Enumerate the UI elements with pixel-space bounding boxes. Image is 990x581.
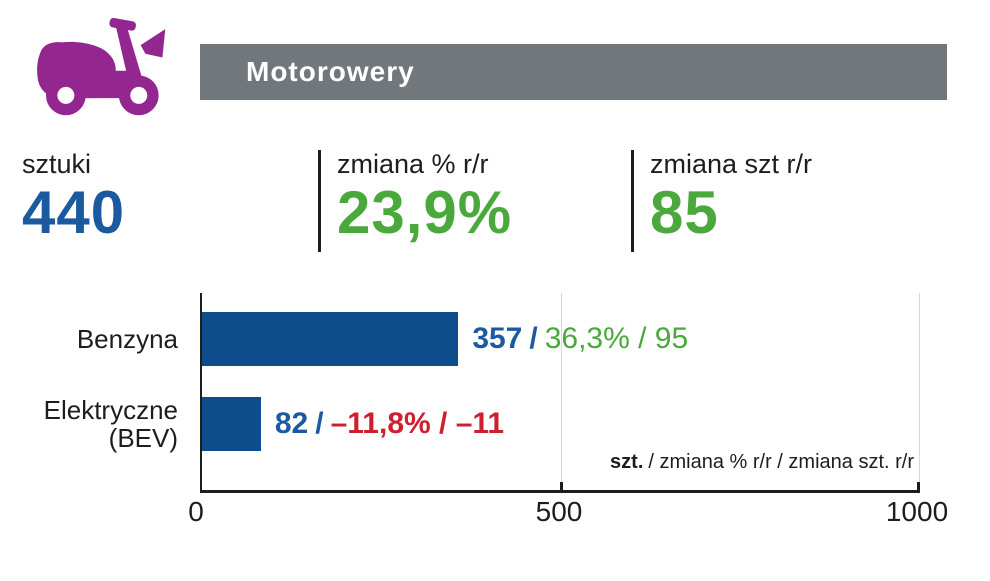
bar-benzyna [202, 312, 459, 366]
bar-row-elektryczne-bev: 82/–11,8% / –11 [202, 397, 920, 451]
bar-category-label-elektryczne-bev: Elektryczne (BEV) [43, 394, 178, 453]
x-tick-label-500: 500 [535, 496, 583, 527]
stat-change-units: zmiana szt r/r 85 [650, 146, 812, 244]
legend-note-rest: / zmiana % r/r / zmiana szt. r/r [648, 451, 914, 473]
change-values: 36,3% / 95 [544, 322, 689, 355]
gridline-1000 [919, 293, 920, 490]
stat-label: zmiana % r/r [337, 149, 489, 179]
x-tick-label-1000: 1000 [885, 496, 949, 527]
section-banner: Motorowery [200, 44, 947, 100]
gridline-500 [561, 293, 562, 490]
legend-note-units: szt. [610, 451, 644, 473]
stat-value: 23,9% [337, 179, 513, 246]
stat-total-units: sztuki 440 [22, 146, 125, 244]
units-value: 82 [274, 407, 309, 440]
section-title: Motorowery [246, 56, 415, 87]
scooter-icon [28, 12, 170, 120]
axis-tick-500 [560, 482, 563, 490]
bar-values-benzyna: 357/36,3% / 95 [472, 322, 688, 356]
bar-values-elektryczne-bev: 82/–11,8% / –11 [275, 407, 504, 441]
bar-row-benzyna: 357/36,3% / 95 [202, 312, 920, 366]
x-tick-label-0: 0 [188, 496, 204, 527]
stat-value: 440 [22, 179, 126, 246]
stat-divider [318, 150, 321, 252]
bar-elektryczne-bev [202, 397, 261, 451]
legend-note: szt. / zmiana % r/r / zmiana szt. r/r [610, 451, 914, 474]
stat-value: 85 [650, 179, 719, 246]
bar-chart-plot-area: 357/36,3% / 95 82/–11,8% / –11 szt. / zmi… [200, 293, 920, 493]
change-values: –11,8% / –11 [330, 407, 505, 440]
separator-slash: / [529, 322, 538, 355]
axis-tick-1000 [917, 482, 920, 490]
stat-label: sztuki [22, 149, 92, 179]
stat-divider [631, 150, 634, 252]
units-value: 357 [472, 322, 523, 355]
x-axis-labels: 0 500 1000 [188, 496, 948, 532]
separator-slash: / [315, 407, 324, 440]
stat-label: zmiana szt r/r [650, 149, 813, 179]
stat-change-percent: zmiana % r/r 23,9% [337, 146, 512, 244]
bar-category-label-benzyna: Benzyna [76, 323, 178, 354]
